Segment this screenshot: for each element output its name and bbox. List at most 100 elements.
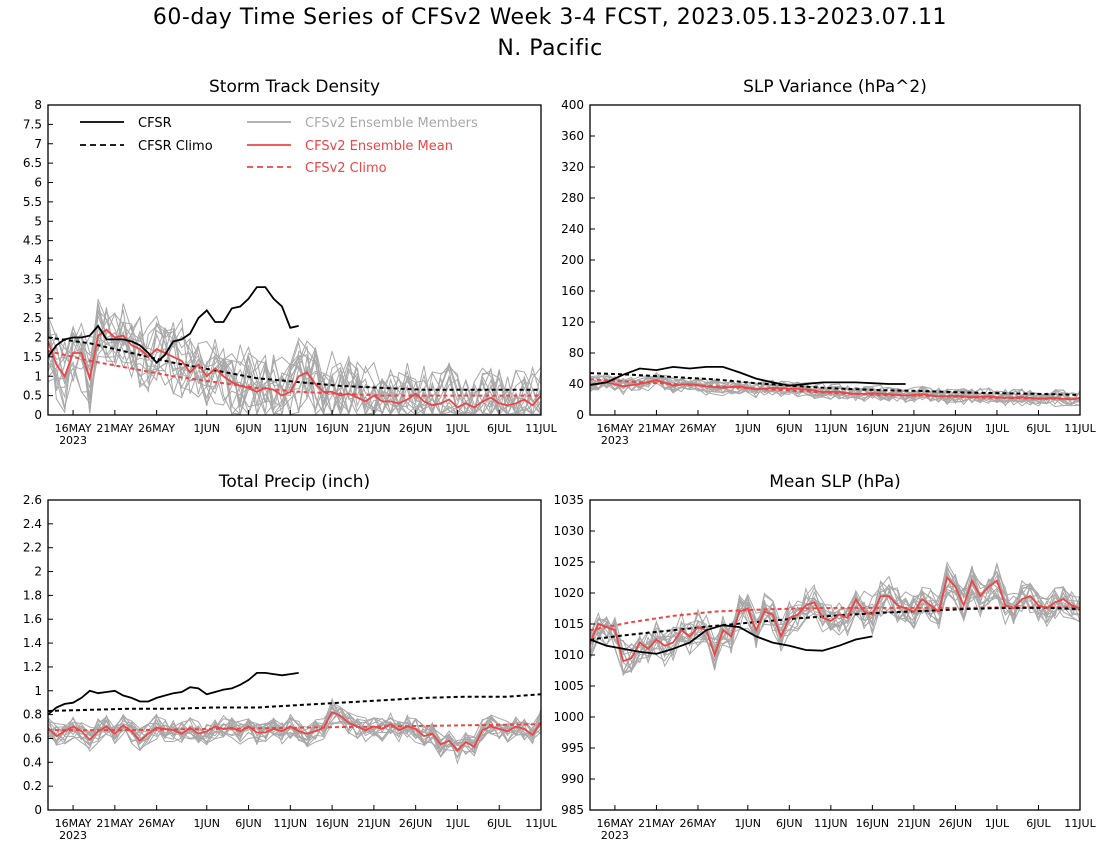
series-cfsv2-climo — [48, 350, 541, 397]
y-tick-label: 1035 — [553, 493, 584, 507]
y-tick-label: 120 — [561, 315, 584, 329]
y-tick-label: 1005 — [553, 679, 584, 693]
x-tick-label: 16JUN — [315, 422, 349, 435]
y-tick-label: 2.4 — [23, 517, 42, 531]
x-tick-label: 1JUL — [445, 422, 470, 435]
y-tick-label: 1.8 — [23, 588, 42, 602]
y-tick-label: 4.5 — [23, 234, 42, 248]
panel-title: SLP Variance (hPa^2) — [743, 77, 927, 97]
x-tick-label: 11JUL — [1064, 817, 1096, 830]
x-tick-label: 21JUN — [897, 422, 931, 435]
x-tick-label: 1JUN — [193, 817, 220, 830]
y-tick-label: 1 — [34, 369, 42, 383]
x-tick-label: 21MAY — [96, 422, 133, 435]
panel-title: Total Precip (inch) — [218, 472, 370, 492]
x-tick-label: 21JUN — [897, 817, 931, 830]
x-tick-label: 1JUN — [735, 817, 762, 830]
y-tick-label: 1.2 — [23, 660, 42, 674]
x-tick-label: 1JUN — [735, 422, 762, 435]
y-tick-label: 0.4 — [23, 755, 42, 769]
x-tick-label: 21JUN — [357, 422, 391, 435]
ensemble-member-line — [590, 567, 1080, 653]
x-tick-label: 16MAY — [55, 422, 92, 435]
x-tick-label: 6JUN — [235, 422, 262, 435]
plot-area — [48, 672, 541, 765]
series-cfsr-climo — [590, 372, 1080, 396]
y-tick-label: 400 — [561, 98, 584, 112]
y-tick-label: 2 — [34, 331, 42, 345]
x-tick-label: 6JUN — [776, 422, 803, 435]
legend-label: CFSv2 Ensemble Mean — [305, 139, 453, 154]
figure-title-line2: N. Pacific — [497, 36, 603, 61]
y-tick-label: 0.8 — [23, 708, 42, 722]
x-tick-label: 11JUN — [274, 422, 308, 435]
y-tick-label: 0.2 — [23, 779, 42, 793]
x-tick-label: 16MAY — [596, 817, 633, 830]
y-tick-label: 7.5 — [23, 117, 42, 131]
y-tick-label: 1020 — [553, 586, 584, 600]
y-tick-label: 320 — [561, 160, 584, 174]
series-cfsr — [48, 286, 299, 364]
x-tick-year-label: 2023 — [601, 434, 629, 447]
y-tick-label: 2 — [34, 565, 42, 579]
series-cfsr-climo — [48, 693, 541, 712]
x-tick-label: 1JUN — [193, 422, 220, 435]
y-tick-label: 2.2 — [23, 541, 42, 555]
plot-area — [48, 286, 541, 415]
x-tick-label: 6JUN — [776, 817, 803, 830]
y-tick-label: 1.5 — [23, 350, 42, 364]
series-cfsr-climo — [48, 336, 541, 391]
x-tick-label: 16JUN — [315, 817, 349, 830]
ensemble-member-line — [48, 309, 541, 415]
x-tick-label: 11JUL — [525, 422, 557, 435]
panel-title: Storm Track Density — [209, 77, 380, 97]
x-tick-label: 11JUN — [814, 422, 848, 435]
x-tick-label: 26JUN — [399, 817, 433, 830]
y-tick-label: 1010 — [553, 648, 584, 662]
chart-panel-2: SLP Variance (hPa^2) 0 40 80 120 160 200 240 280… — [561, 77, 1096, 447]
y-tick-label: 200 — [561, 253, 584, 267]
legend-label: CFSR Climo — [138, 139, 213, 154]
ensemble-member-line — [48, 706, 541, 750]
y-tick-label: 2.5 — [23, 311, 42, 325]
x-tick-label: 16MAY — [55, 817, 92, 830]
legend-label: CFSR — [138, 116, 172, 131]
x-tick-year-label: 2023 — [59, 829, 87, 842]
y-tick-label: 6.5 — [23, 156, 42, 170]
y-tick-label: 1025 — [553, 555, 584, 569]
x-tick-label: 21MAY — [638, 817, 675, 830]
y-tick-label: 240 — [561, 222, 584, 236]
series-cfsr — [48, 672, 299, 716]
y-tick-label: 0.6 — [23, 731, 42, 745]
x-tick-label: 11JUN — [274, 817, 308, 830]
x-tick-label: 26JUN — [939, 422, 973, 435]
y-tick-label: 0 — [34, 803, 42, 817]
y-tick-label: 80 — [569, 346, 584, 360]
series-cfsv2-ensemble-mean — [590, 379, 1080, 401]
legend-label: CFSv2 Ensemble Members — [305, 116, 478, 131]
y-tick-label: 1030 — [553, 524, 584, 538]
x-tick-label: 16JUN — [856, 817, 890, 830]
y-tick-label: 1.6 — [23, 612, 42, 626]
x-tick-label: 21MAY — [638, 422, 675, 435]
ensemble-member-line — [48, 710, 541, 748]
legend-label: CFSv2 Climo — [305, 161, 387, 176]
x-tick-label: 1JUL — [985, 422, 1010, 435]
y-tick-label: 3.5 — [23, 272, 42, 286]
series-cfsr — [590, 365, 906, 387]
x-tick-label: 26MAY — [680, 817, 717, 830]
y-tick-label: 40 — [569, 377, 584, 391]
y-tick-label: 1.4 — [23, 636, 42, 650]
x-tick-year-label: 2023 — [601, 829, 629, 842]
y-tick-label: 990 — [561, 772, 584, 786]
plot-frame — [47, 499, 542, 811]
ensemble-member-line — [48, 312, 541, 415]
x-tick-label: 26MAY — [138, 817, 175, 830]
y-tick-label: 6 — [34, 176, 42, 190]
series-cfsr — [590, 624, 873, 655]
x-tick-label: 6JUL — [1026, 817, 1051, 830]
series-cfsr-climo — [590, 606, 1080, 641]
y-tick-label: 5.5 — [23, 195, 42, 209]
y-tick-label: 0 — [34, 408, 42, 422]
